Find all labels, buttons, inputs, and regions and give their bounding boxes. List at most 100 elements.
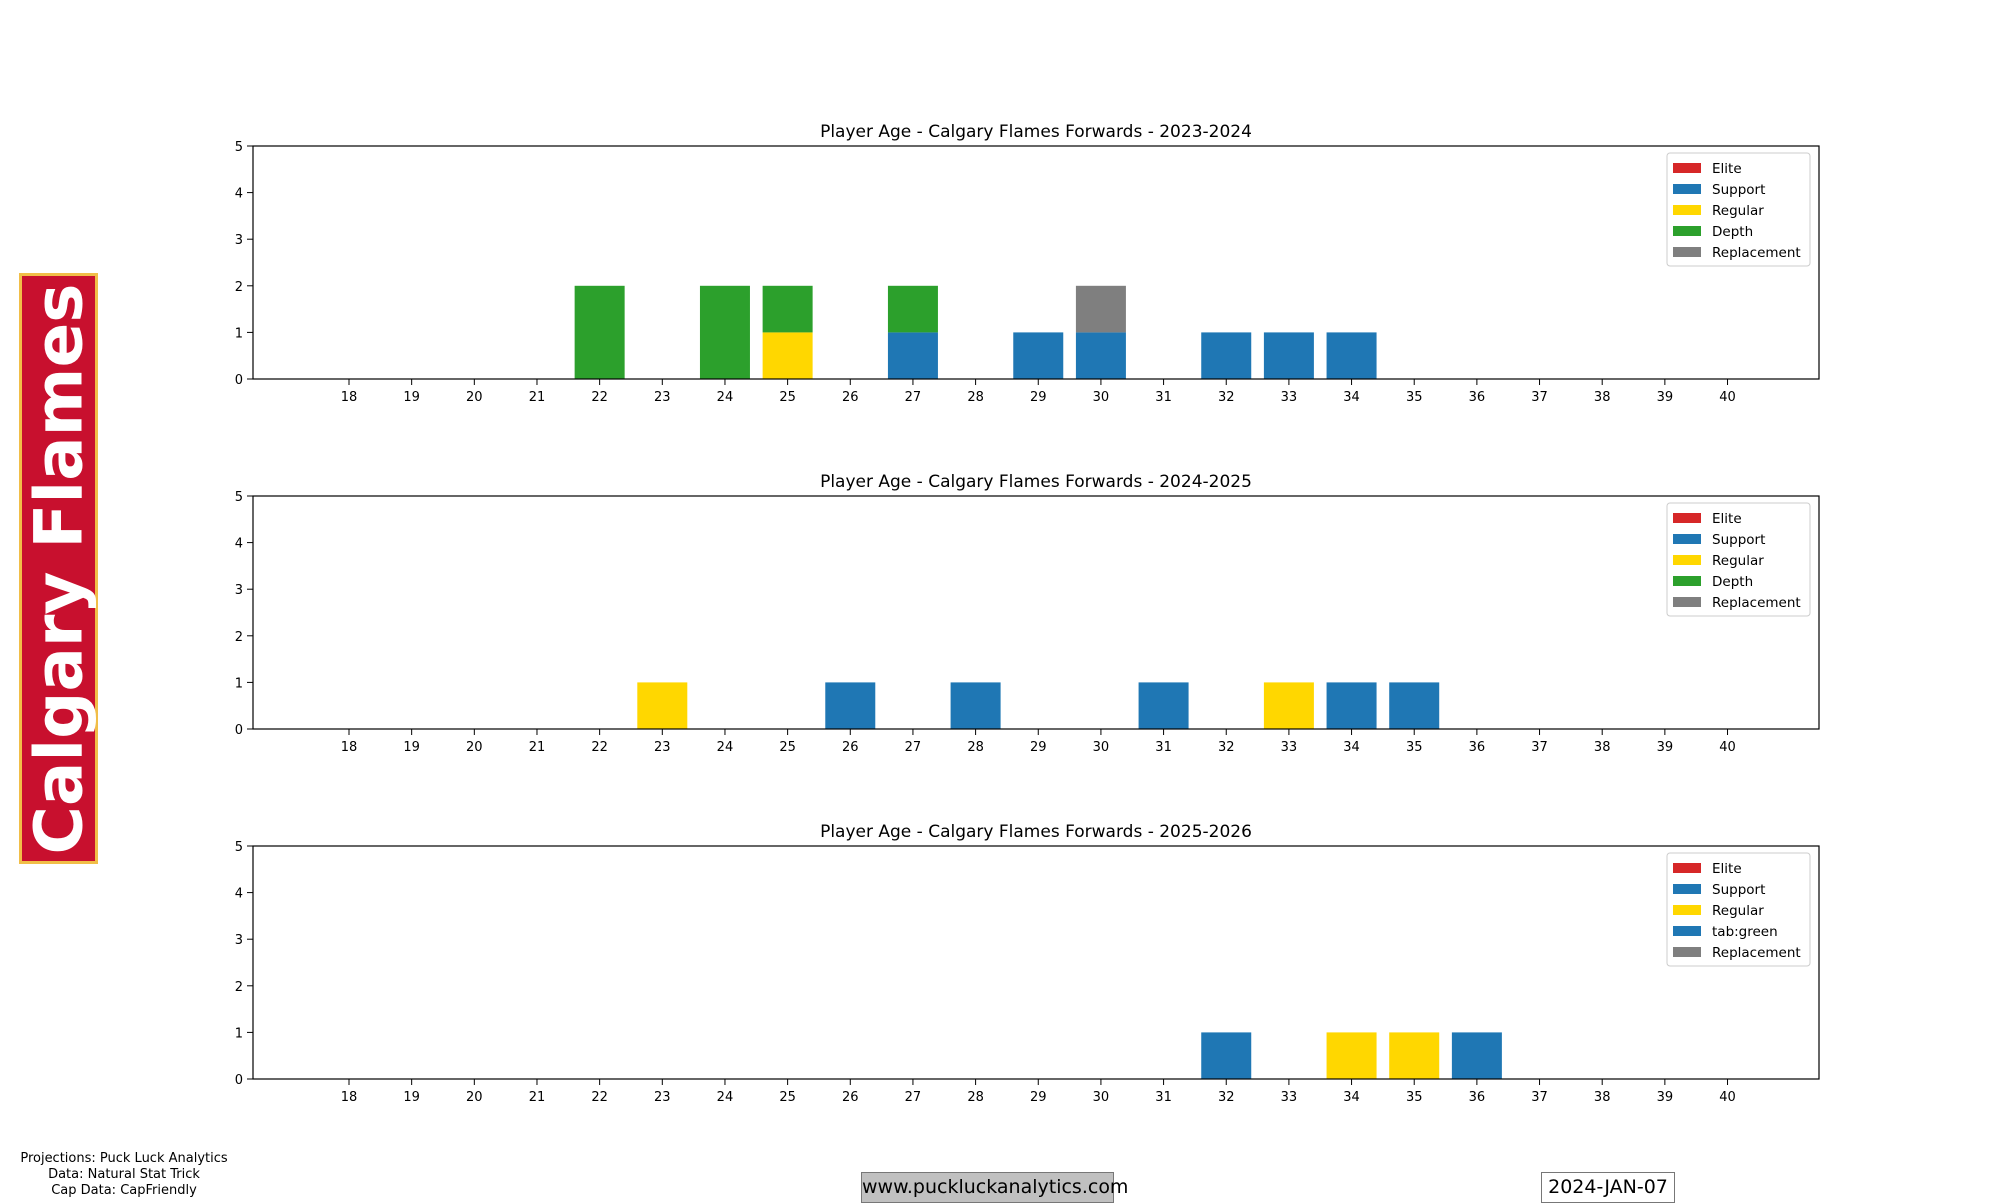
legend-swatch [1673,534,1701,544]
chart-title: Player Age - Calgary Flames Forwards - 2… [820,822,1252,842]
x-tick-label: 36 [1469,1090,1486,1105]
y-tick-label: 2 [235,980,243,995]
x-tick-label: 18 [341,1090,358,1105]
bar-support [1013,332,1064,379]
x-tick-label: 30 [1093,390,1110,405]
y-tick-label: 5 [235,840,243,855]
chart-2: Player Age - Calgary Flames Forwards - 2… [235,472,1820,755]
legend-box [1666,152,1811,267]
x-tick-label: 25 [779,1090,796,1105]
chart-title: Player Age - Calgary Flames Forwards - 2… [820,472,1252,492]
bar-regular [1326,1032,1377,1079]
y-tick-label: 0 [235,1073,243,1088]
legend-swatch [1673,947,1701,957]
x-tick-label: 27 [905,740,922,755]
chart-1: Player Age - Calgary Flames Forwards - 2… [235,122,1820,405]
x-tick-label: 39 [1657,740,1674,755]
legend: Elite Support Regular tab:green Replacement [1666,852,1811,967]
legend: Elite Support Regular Depth Replacement [1666,152,1811,267]
legend-label: Elite [1712,161,1742,177]
x-tick-label: 30 [1093,1090,1110,1105]
y-tick-label: 2 [235,280,243,295]
bar-support [1263,332,1314,379]
x-tick-label: 40 [1719,1090,1736,1105]
bar-support [887,332,938,379]
date-label: 2024-JAN-07 [1541,1172,1675,1203]
x-tick-label: 23 [654,390,671,405]
x-tick-label: 38 [1594,1090,1611,1105]
y-tick-label: 3 [235,233,243,248]
x-tick-label: 22 [591,390,608,405]
x-tick-label: 22 [591,740,608,755]
legend-label: Elite [1712,861,1742,877]
legend-label: Regular [1712,203,1764,219]
credits-block: Projections: Puck Luck Analytics Data: N… [18,1151,230,1199]
x-tick-label: 23 [654,1090,671,1105]
website-label: www.puckluckanalytics.com [861,1172,1128,1203]
x-tick-label: 27 [905,1090,922,1105]
legend-swatch [1673,576,1701,586]
bar-regular [1389,1032,1440,1079]
x-tick-label: 32 [1218,1090,1235,1105]
x-tick-label: 20 [466,740,483,755]
x-tick-label: 18 [341,740,358,755]
legend-swatch [1673,597,1701,607]
x-tick-label: 28 [967,1090,984,1105]
y-tick-label: 1 [235,676,243,691]
y-tick-label: 0 [235,723,243,738]
x-tick-label: 24 [717,740,734,755]
legend-label: Replacement [1712,595,1801,611]
x-tick-label: 26 [842,390,859,405]
legend: Elite Support Regular Depth Replacement [1666,502,1811,617]
legend-swatch [1673,926,1701,936]
legend-swatch [1673,247,1701,257]
legend-label: Depth [1712,224,1753,240]
y-tick-label: 5 [235,490,243,505]
legend-label: Replacement [1712,245,1801,261]
y-tick-label: 3 [235,583,243,598]
x-tick-label: 28 [967,740,984,755]
bar-support [1201,1032,1252,1079]
legend-swatch [1673,555,1701,565]
y-tick-label: 4 [235,537,243,552]
x-tick-label: 37 [1531,390,1548,405]
bar-replacement [1075,285,1126,333]
bar-regular [1263,682,1314,729]
x-tick-label: 35 [1406,1090,1423,1105]
chart-3: Player Age - Calgary Flames Forwards - 2… [235,822,1820,1105]
legend-label: Regular [1712,553,1764,569]
legend-label: Replacement [1712,945,1801,961]
legend-swatch [1673,513,1701,523]
legend-box [1666,852,1811,967]
x-tick-label: 25 [779,390,796,405]
x-tick-label: 37 [1531,740,1548,755]
credit-projections: Projections: Puck Luck Analytics [20,1151,228,1166]
y-tick-label: 3 [235,933,243,948]
legend-label: Elite [1712,511,1742,527]
legend-swatch [1673,884,1701,894]
x-tick-label: 27 [905,390,922,405]
x-tick-label: 38 [1594,740,1611,755]
legend-swatch [1673,226,1701,236]
bar-support [1389,682,1440,729]
legend-swatch [1673,905,1701,915]
y-tick-label: 4 [235,887,243,902]
bar-regular [637,682,688,729]
bar-regular [762,332,813,379]
x-tick-label: 33 [1281,740,1298,755]
bar-support [950,682,1001,729]
x-tick-label: 25 [779,740,796,755]
bar-support [825,682,876,729]
bar-support [1138,682,1189,729]
legend-label: tab:green [1712,924,1778,940]
x-tick-label: 19 [403,1090,420,1105]
bar-support [1201,332,1252,379]
x-tick-label: 39 [1657,390,1674,405]
x-tick-label: 40 [1719,740,1736,755]
x-tick-label: 34 [1343,390,1360,405]
x-tick-label: 29 [1030,1090,1047,1105]
x-tick-label: 19 [403,390,420,405]
x-tick-label: 30 [1093,740,1110,755]
legend-label: Support [1712,882,1765,898]
